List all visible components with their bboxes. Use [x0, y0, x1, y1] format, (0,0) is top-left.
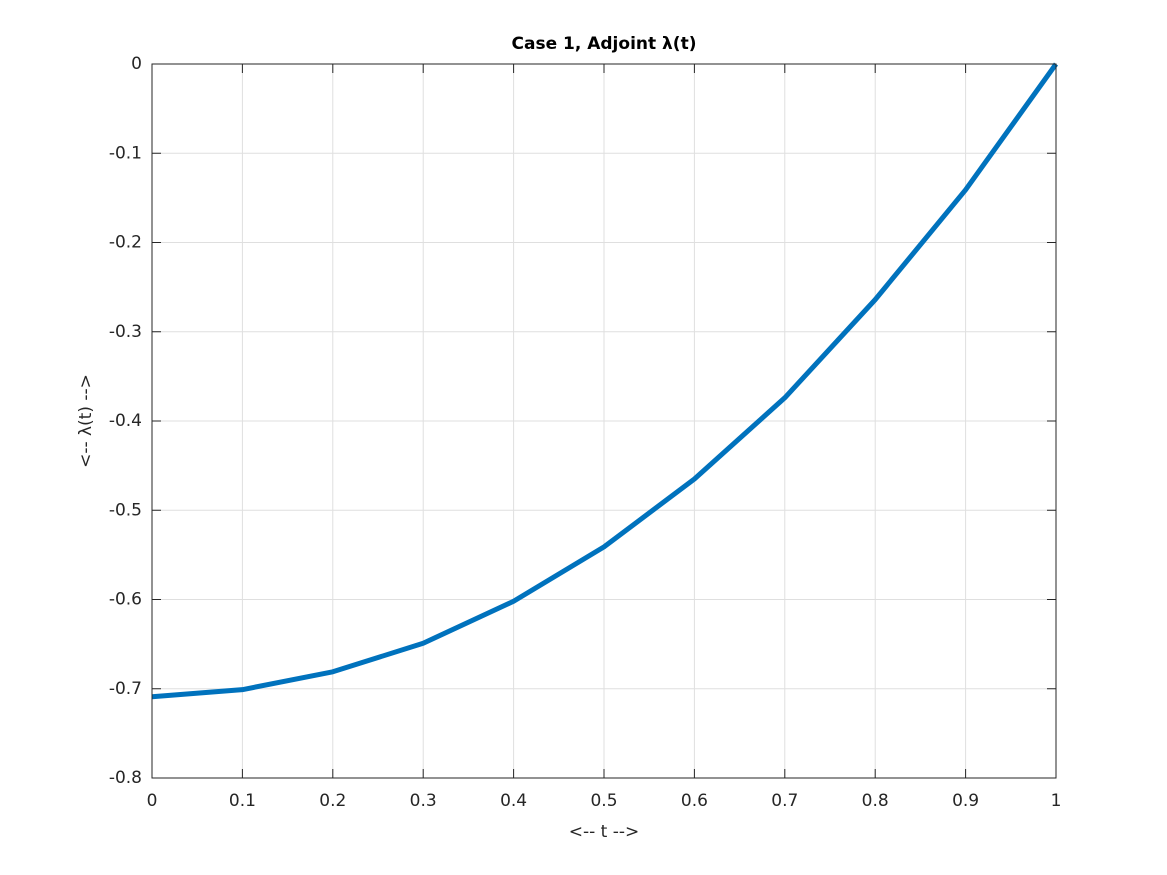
y-tick-label: -0.8	[109, 768, 142, 788]
y-tick-label: -0.6	[109, 590, 142, 610]
y-axis-label: <-- λ(t) -->	[76, 374, 96, 468]
y-tick-label: -0.7	[109, 679, 142, 699]
y-tick-label: -0.5	[109, 500, 142, 520]
y-tick-label: 0	[131, 54, 142, 74]
y-tick-label: -0.4	[109, 411, 142, 431]
y-tick-label: -0.2	[109, 233, 142, 253]
x-tick-label: 0.9	[952, 791, 979, 811]
x-tick-label: 0.7	[771, 791, 798, 811]
y-tick-label: -0.3	[109, 322, 142, 342]
chart-title: Case 1, Adjoint λ(t)	[512, 34, 697, 54]
y-tick-label: -0.1	[109, 143, 142, 163]
x-tick-label: 0.2	[319, 791, 346, 811]
x-tick-label: 0.1	[229, 791, 256, 811]
x-axis-label: <-- t -->	[569, 822, 640, 842]
x-tick-label: 0.5	[590, 791, 617, 811]
x-tick-label: 0.8	[862, 791, 889, 811]
x-tick-label: 0.6	[681, 791, 708, 811]
x-tick-label: 0.4	[500, 791, 527, 811]
x-tick-label: 0.3	[410, 791, 437, 811]
x-tick-label: 0	[147, 791, 158, 811]
x-tick-label: 1	[1051, 791, 1062, 811]
plot-layer	[151, 62, 1059, 700]
data-line	[151, 62, 1059, 700]
